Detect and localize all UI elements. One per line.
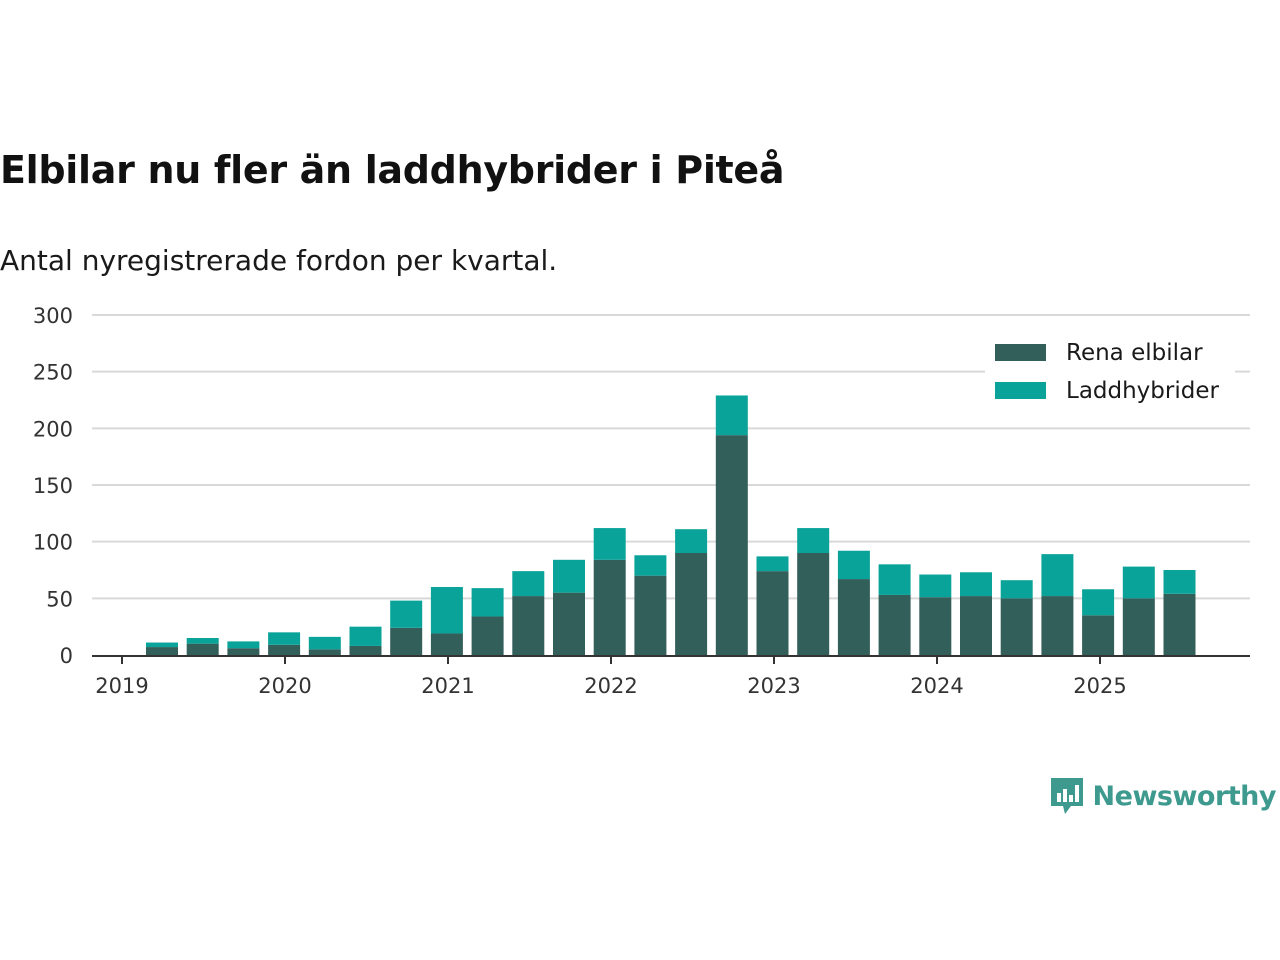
y-tick-label: 0 [60,644,73,668]
bar-rena-elbilar [553,592,585,655]
bar-rena-elbilar [1000,598,1033,655]
bar-laddhybrider [593,528,626,560]
bar-laddhybrider [146,642,178,648]
bar-rena-elbilar [186,643,219,655]
bar-laddhybrider [471,588,504,617]
brand-name: Newsworthy [1092,780,1277,812]
bar-laddhybrider [634,555,667,576]
bar-rena-elbilar [634,575,667,655]
bar-laddhybrider [186,638,219,644]
bar-rena-elbilar [837,579,870,655]
newsworthy-brand[interactable]: Newsworthy [1049,776,1277,816]
x-tick-label: 2023 [747,674,800,698]
bar-rena-elbilar [797,553,830,655]
bar-laddhybrider [227,641,260,649]
bar-rena-elbilar [1122,598,1155,655]
legend-swatch-rena-elbilar [995,344,1046,361]
legend-label-rena-elbilar: Rena elbilar [1066,340,1203,366]
bar-rena-elbilar [512,596,545,655]
y-tick-label: 50 [46,587,73,611]
newsworthy-logo-icon [1050,778,1083,814]
y-tick-label: 100 [33,531,73,555]
bars [146,395,1196,655]
legend-label-laddhybrider: Laddhybrider [1066,378,1219,404]
bar-laddhybrider [268,632,301,645]
x-tick-label: 2019 [95,674,148,698]
bar-laddhybrider [837,550,870,580]
bar-rena-elbilar [1082,615,1115,655]
y-tick-label: 200 [33,417,73,441]
legend: Rena elbilar Laddhybrider [985,335,1235,411]
bar-laddhybrider [878,564,911,595]
bar-laddhybrider [349,626,382,646]
bar-laddhybrider [390,600,423,628]
bar-laddhybrider [1082,589,1115,616]
bar-rena-elbilar [715,435,748,655]
y-tick-label: 150 [33,474,73,498]
x-tick-label: 2021 [421,674,474,698]
bar-rena-elbilar [430,633,463,655]
bar-laddhybrider [675,529,708,553]
y-tick-label: 300 [33,304,73,328]
bar-rena-elbilar [268,644,301,655]
legend-swatch-laddhybrider [995,382,1046,399]
bar-laddhybrider [512,571,545,597]
bar-laddhybrider [797,528,830,553]
bar-rena-elbilar [675,553,708,655]
x-axis-ticks: 2019 2020 2021 2022 2023 2024 2025 [95,656,1127,698]
bar-rena-elbilar [960,596,992,655]
bar-rena-elbilar [471,616,504,655]
bar-rena-elbilar [1041,596,1074,655]
bar-laddhybrider [1163,570,1196,594]
bar-rena-elbilar [227,648,260,655]
bar-laddhybrider [308,636,341,650]
bar-laddhybrider [553,559,585,593]
x-tick-label: 2024 [910,674,963,698]
bar-rena-elbilar [308,649,341,655]
bar-laddhybrider [960,572,992,597]
chart-title: Elbilar nu fler än laddhybrider i Piteå [0,148,785,192]
bar-rena-elbilar [593,559,626,655]
bar-rena-elbilar [1163,593,1196,655]
chart-subtitle: Antal nyregistrerade fordon per kvartal. [0,244,558,277]
bar-rena-elbilar [390,627,423,655]
bar-laddhybrider [919,574,952,598]
bar-laddhybrider [1000,580,1033,599]
y-tick-label: 250 [33,361,73,385]
x-tick-label: 2025 [1073,674,1126,698]
bar-laddhybrider [1041,554,1074,597]
bar-laddhybrider [1122,566,1155,599]
bar-laddhybrider [430,587,463,634]
bar-rena-elbilar [756,571,789,655]
x-tick-label: 2020 [258,674,311,698]
bar-rena-elbilar [919,597,952,655]
bar-laddhybrider [756,556,789,572]
x-tick-label: 2022 [584,674,637,698]
y-axis-ticks: 0 50 100 150 200 250 300 [33,304,73,668]
bar-rena-elbilar [878,594,911,655]
bar-rena-elbilar [146,647,178,655]
bar-laddhybrider [715,395,748,436]
bar-rena-elbilar [349,645,382,655]
